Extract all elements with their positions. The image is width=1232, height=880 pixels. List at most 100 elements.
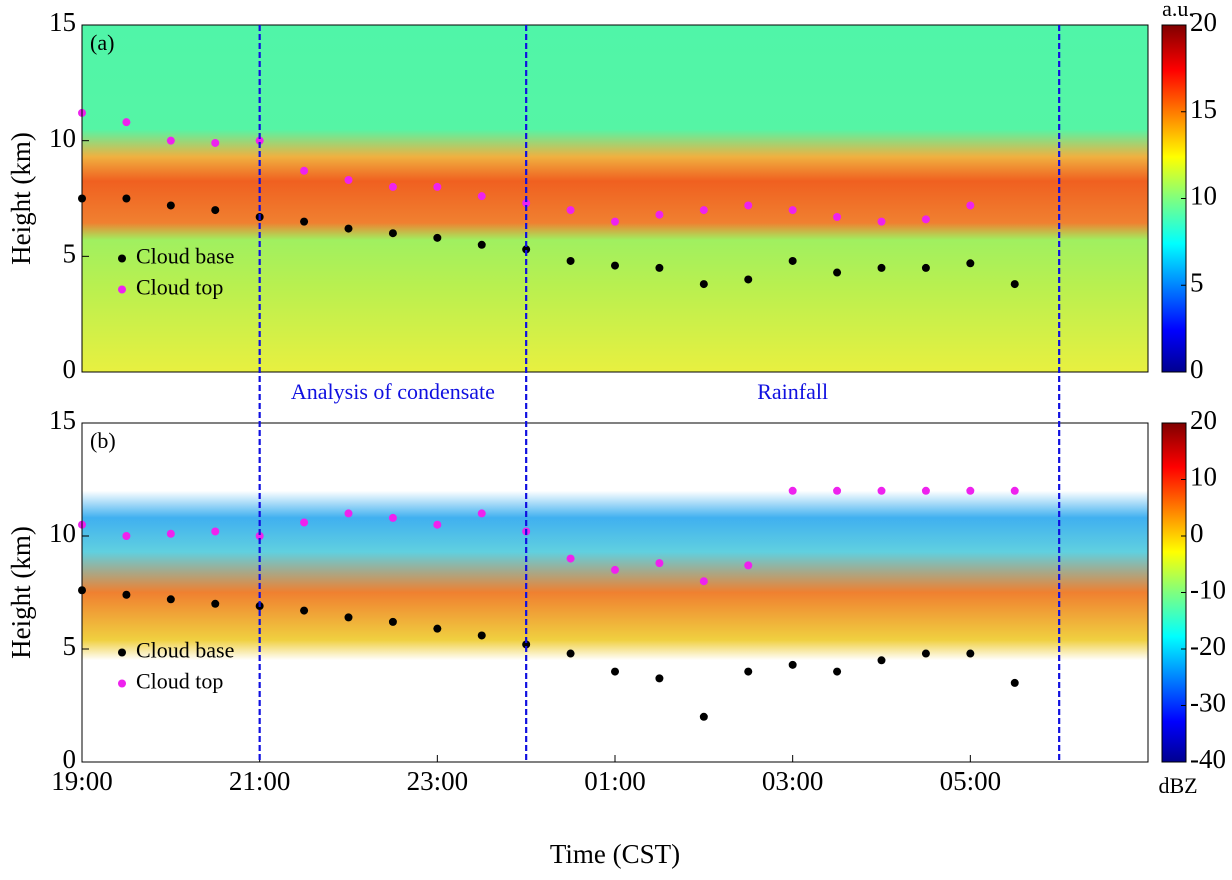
colorbar-tick-label: 10 bbox=[1190, 462, 1217, 492]
data-point bbox=[388, 229, 397, 238]
data-point bbox=[611, 565, 619, 574]
data-point bbox=[744, 201, 753, 210]
data-point bbox=[300, 217, 309, 226]
data-point bbox=[122, 118, 131, 127]
data-point bbox=[166, 529, 175, 538]
data-point bbox=[211, 599, 220, 608]
y-axis-label: Height (km) bbox=[6, 132, 36, 265]
data-point bbox=[877, 486, 886, 495]
data-point bbox=[433, 182, 442, 191]
data-point bbox=[566, 649, 575, 658]
y-axis-label: Height (km) bbox=[6, 526, 36, 659]
data-point bbox=[966, 486, 975, 495]
data-point bbox=[611, 217, 619, 226]
data-point bbox=[966, 201, 975, 210]
data-point bbox=[433, 233, 442, 242]
colorbar-tick-label: 0 bbox=[1190, 518, 1204, 548]
data-point bbox=[788, 660, 797, 669]
data-point bbox=[921, 263, 930, 272]
legend-marker bbox=[118, 254, 126, 263]
data-point bbox=[433, 520, 442, 529]
legend-label: Cloud top bbox=[136, 275, 223, 300]
data-point bbox=[255, 532, 264, 540]
y-tick-label: 5 bbox=[63, 631, 77, 661]
data-point bbox=[344, 509, 353, 518]
data-point bbox=[300, 166, 309, 175]
colorbar-tick-label: 20 bbox=[1190, 405, 1217, 435]
colorbar-tick-label: -20 bbox=[1190, 631, 1226, 661]
data-point bbox=[477, 631, 486, 640]
plot-background bbox=[82, 25, 1148, 372]
data-point bbox=[655, 674, 664, 683]
colorbar-tick-label: 5 bbox=[1190, 267, 1204, 297]
data-point bbox=[166, 595, 175, 604]
data-point bbox=[388, 617, 397, 626]
legend-label: Cloud top bbox=[136, 669, 223, 694]
data-point bbox=[833, 268, 842, 277]
data-point bbox=[966, 259, 975, 268]
x-axis-label: Time (CST) bbox=[550, 839, 680, 869]
data-point bbox=[699, 712, 708, 721]
data-point bbox=[166, 136, 175, 145]
data-point bbox=[477, 509, 486, 518]
data-point bbox=[788, 256, 797, 265]
data-point bbox=[211, 527, 220, 536]
data-point bbox=[833, 667, 842, 676]
data-point bbox=[522, 245, 531, 254]
data-point bbox=[788, 206, 797, 215]
data-point bbox=[744, 275, 753, 284]
data-point bbox=[433, 624, 442, 633]
data-point bbox=[699, 280, 708, 289]
data-point bbox=[477, 240, 486, 249]
data-point bbox=[788, 486, 797, 495]
panel-label: (b) bbox=[90, 428, 116, 453]
data-point bbox=[877, 656, 886, 665]
colorbar-tick-label: -40 bbox=[1190, 744, 1226, 774]
data-point bbox=[566, 206, 575, 215]
data-point bbox=[611, 261, 619, 270]
annotation: Rainfall bbox=[757, 379, 828, 404]
y-tick-label: 0 bbox=[63, 354, 77, 384]
data-point bbox=[921, 486, 930, 495]
data-point bbox=[477, 192, 486, 201]
data-point bbox=[300, 606, 309, 615]
data-point bbox=[1010, 486, 1019, 495]
y-tick-label: 10 bbox=[49, 123, 76, 153]
data-point bbox=[344, 175, 353, 184]
x-tick-label: 01:00 bbox=[584, 766, 646, 796]
data-point bbox=[388, 513, 397, 522]
annotation: Analysis of condensate bbox=[291, 379, 495, 404]
data-point bbox=[921, 649, 930, 658]
data-point bbox=[833, 213, 842, 222]
colorbar-tick-label: 20 bbox=[1190, 7, 1217, 37]
data-point bbox=[877, 217, 886, 226]
legend-label: Cloud base bbox=[136, 638, 234, 663]
y-tick-label: 10 bbox=[49, 518, 76, 548]
legend-marker bbox=[118, 648, 126, 657]
legend-marker bbox=[118, 679, 126, 688]
y-tick-label: 5 bbox=[63, 239, 77, 269]
data-point bbox=[166, 201, 175, 210]
data-point bbox=[211, 206, 220, 215]
x-tick-label: 23:00 bbox=[407, 766, 469, 796]
data-point bbox=[388, 182, 397, 191]
data-point bbox=[522, 199, 531, 208]
x-tick-label: 03:00 bbox=[762, 766, 824, 796]
x-tick-label: 21:00 bbox=[229, 766, 291, 796]
panel-label: (a) bbox=[90, 30, 114, 55]
data-point bbox=[744, 667, 753, 676]
data-point bbox=[744, 561, 753, 570]
colorbar-tick-label: 15 bbox=[1190, 94, 1217, 124]
data-point bbox=[211, 138, 220, 147]
colorbar-tick-label: 0 bbox=[1190, 354, 1204, 384]
data-point bbox=[344, 224, 353, 233]
data-point bbox=[122, 194, 131, 203]
data-point bbox=[655, 263, 664, 272]
x-tick-label: 19:00 bbox=[51, 766, 113, 796]
data-point bbox=[611, 667, 619, 676]
data-point bbox=[255, 136, 264, 145]
data-point bbox=[1010, 678, 1019, 687]
y-tick-label: 15 bbox=[49, 405, 76, 435]
colorbar-label: dBZ bbox=[1158, 773, 1197, 798]
